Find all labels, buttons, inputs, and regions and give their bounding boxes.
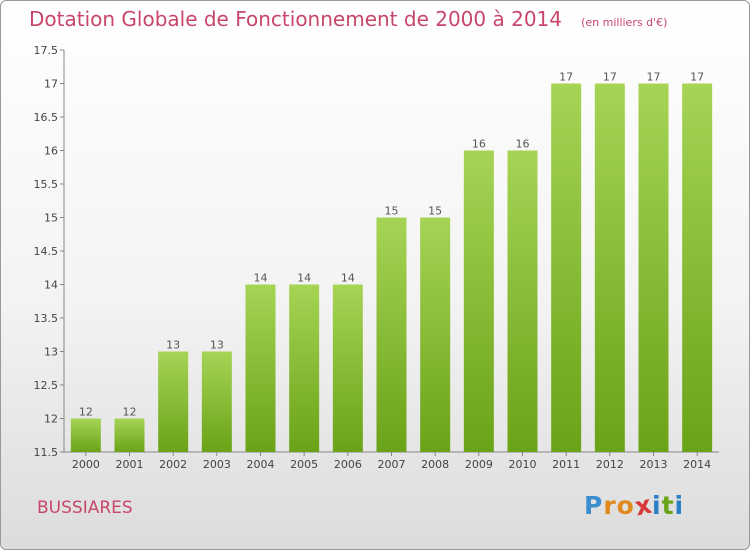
bar	[551, 83, 582, 452]
y-tick-label: 12	[44, 413, 58, 426]
bar	[158, 351, 189, 452]
x-tick-label: 2001	[116, 458, 144, 471]
data-label: 16	[516, 138, 530, 151]
x-tick-label: 2012	[596, 458, 624, 471]
y-tick-label: 15.5	[34, 178, 59, 191]
commune-name: BUSSIARES	[37, 498, 133, 518]
y-tick-label: 13.5	[34, 312, 59, 325]
data-label: 14	[254, 272, 268, 285]
bar	[682, 83, 713, 452]
logo-letter: i	[652, 491, 662, 520]
x-tick-label: 2006	[334, 458, 362, 471]
bar	[70, 418, 101, 452]
data-label: 12	[123, 406, 137, 419]
y-tick-label: 12.5	[34, 379, 59, 392]
x-tick-label: 2008	[421, 458, 449, 471]
y-tick-label: 13	[44, 346, 58, 359]
x-tick-label: 2013	[640, 458, 668, 471]
logo-letter: P	[584, 491, 604, 520]
bar	[420, 217, 451, 452]
x-tick-label: 2005	[290, 458, 318, 471]
bar	[594, 83, 625, 452]
y-tick-label: 14	[44, 279, 58, 292]
bar	[245, 284, 276, 452]
x-tick-label: 2014	[683, 458, 711, 471]
x-tick-label: 2004	[247, 458, 275, 471]
x-tick-label: 2009	[465, 458, 493, 471]
bar	[332, 284, 363, 452]
data-label: 17	[603, 71, 617, 84]
y-tick-label: 11.5	[34, 446, 59, 459]
bar	[376, 217, 407, 452]
logo-letter: r	[603, 491, 617, 520]
y-tick-label: 16	[44, 145, 58, 158]
data-label: 17	[647, 71, 661, 84]
data-label: 17	[690, 71, 704, 84]
data-label: 13	[210, 339, 224, 352]
y-tick-label: 15	[44, 212, 58, 225]
x-tick-label: 2011	[552, 458, 580, 471]
data-label: 14	[341, 272, 355, 285]
bar	[289, 284, 320, 452]
bar	[201, 351, 232, 452]
data-label: 15	[428, 205, 442, 218]
x-tick-label: 2000	[72, 458, 100, 471]
bar	[114, 418, 145, 452]
chart-subtitle: (en milliers d'€)	[581, 16, 668, 29]
x-tick-label: 2010	[509, 458, 537, 471]
data-label: 12	[79, 406, 93, 419]
data-label: 17	[559, 71, 573, 84]
x-tick-label: 2002	[159, 458, 187, 471]
data-label: 14	[297, 272, 311, 285]
logo-letter: i	[674, 491, 685, 520]
data-label: 16	[472, 138, 486, 151]
y-tick-label: 16.5	[34, 111, 59, 124]
data-label: 13	[166, 339, 180, 352]
logo-letter: o	[616, 491, 635, 520]
x-tick-label: 2003	[203, 458, 231, 471]
y-tick-label: 17	[44, 78, 58, 91]
bar	[463, 150, 494, 452]
y-tick-label: 17.5	[34, 44, 59, 57]
proxiti-logo: Proxiti	[584, 490, 685, 522]
data-label: 15	[385, 205, 399, 218]
title-row: Dotation Globale de Fonctionnement de 20…	[29, 7, 667, 31]
chart-title: Dotation Globale de Fonctionnement de 20…	[29, 7, 562, 31]
x-tick-label: 2007	[378, 458, 406, 471]
bar	[507, 150, 538, 452]
bar	[638, 83, 669, 452]
logo-letter: t	[661, 491, 675, 520]
y-tick-label: 14.5	[34, 245, 59, 258]
